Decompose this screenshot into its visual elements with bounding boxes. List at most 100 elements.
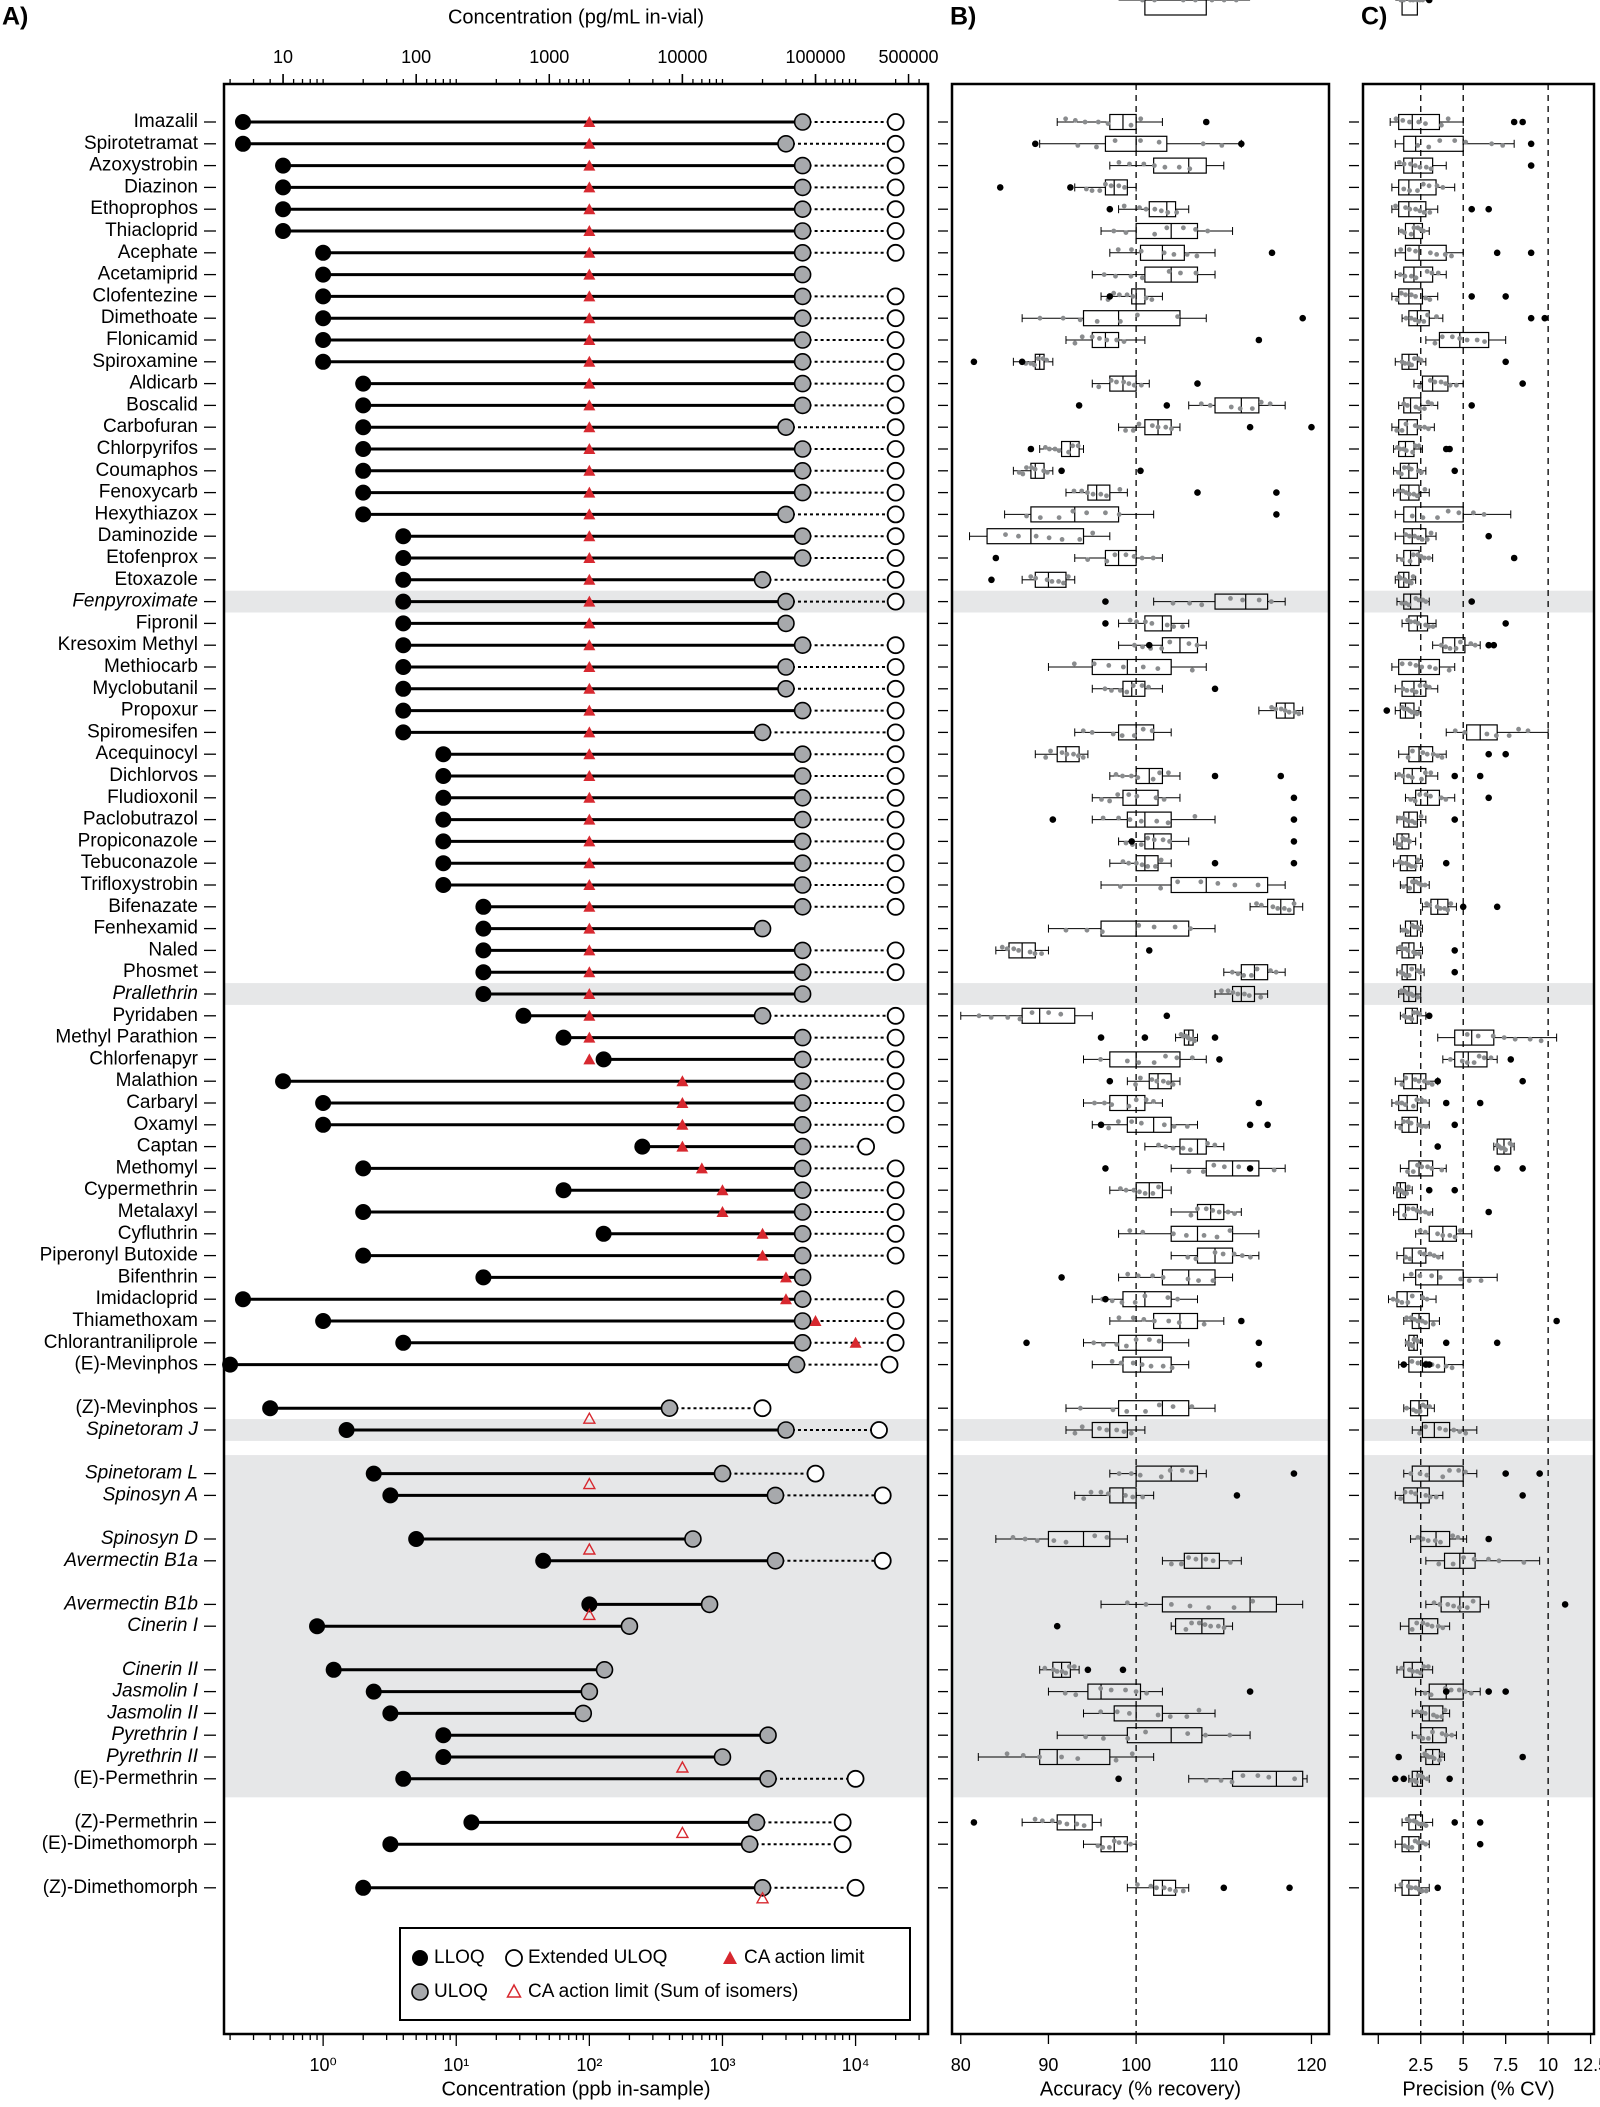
panel-b-sample-point [1042, 445, 1048, 450]
panel-b-sample-point [1135, 775, 1141, 780]
panel-b-sample-point [1184, 1124, 1190, 1129]
panel-c-sample-point [1399, 1665, 1405, 1671]
panel-c-sample-point [1401, 0, 1407, 3]
panel-b-sample-point [1126, 1103, 1132, 1109]
panel-c-sample-point [1421, 210, 1427, 215]
panel-b-sample-point [1158, 885, 1164, 891]
uloq-marker [793, 832, 812, 851]
panel-b-sample-point [1091, 1340, 1097, 1346]
extended-uloq-marker [886, 1246, 905, 1265]
uloq-marker [740, 1835, 759, 1853]
panel-c-sample-point [1433, 666, 1438, 671]
panel-c-sample-point [1417, 1409, 1423, 1414]
panel-b-outlier [1145, 641, 1153, 649]
panel-b-sample-point [1185, 1731, 1191, 1736]
panel-c-outlier [1468, 293, 1476, 300]
panel-b-sample-point [1196, 1278, 1201, 1283]
panel-c-sample-point [1426, 1211, 1432, 1216]
lloq-marker [355, 1204, 372, 1220]
lloq-marker [315, 332, 332, 348]
panel-c-sample-point [1408, 292, 1414, 298]
panel-b-box [1135, 1465, 1199, 1482]
ca-action-limit-marker [779, 1293, 792, 1305]
panel-c-sample-point [1406, 1342, 1412, 1347]
panel-b-sample-point [1114, 1342, 1120, 1347]
panel-b-tick-label: 120 [1296, 2055, 1326, 2075]
panel-c-sample-point [1409, 688, 1415, 693]
panel-b-outlier [970, 358, 978, 366]
shaded-group-band [952, 1455, 1329, 1798]
panel-b-sample-point [1170, 1404, 1176, 1409]
uloq-marker [766, 1486, 785, 1505]
panel-c-sample-point [1429, 1166, 1435, 1171]
panel-c-sample-point [1475, 1033, 1481, 1039]
panel-c-sample-point [1409, 1845, 1415, 1850]
panel-b-outlier [1255, 1361, 1263, 1368]
panel-c-box [1438, 331, 1490, 349]
panel-b-sample-point [1159, 646, 1165, 651]
panel-c-sample-point [1434, 252, 1440, 257]
panel-b-sample-point [1075, 143, 1081, 148]
lloq-marker [463, 1814, 480, 1831]
panel-b-sample-point [1206, 1605, 1212, 1610]
panel-c-sample-point [1420, 1620, 1426, 1626]
lloq-marker [435, 789, 452, 806]
lloq-marker [395, 659, 412, 675]
panel-b-sample-point [1203, 1778, 1209, 1783]
panel-c-outlier [1383, 707, 1391, 714]
panel-c-sample-point [1402, 273, 1408, 279]
panel-b-sample-point [1117, 1186, 1123, 1191]
panel-b-sample-point [1196, 1707, 1202, 1713]
panel-c-sample-point [1412, 423, 1418, 428]
panel-b-sample-point [1122, 185, 1127, 190]
panel-b-sample-point [1166, 269, 1172, 274]
extended-uloq-marker [886, 1050, 905, 1069]
panel-b-sample-point [1033, 533, 1039, 539]
panel-c-sample-point [1409, 362, 1414, 368]
panel-b-sample-point [1136, 421, 1142, 427]
ca-action-limit-marker [583, 290, 596, 302]
panel-b-sample-point [1115, 247, 1121, 253]
panel-c-sample-point [1423, 1320, 1428, 1325]
shaded-group-band [1363, 1455, 1594, 1798]
panel-b-sample-point [1123, 552, 1129, 558]
panel-c-sample-point [1432, 1538, 1438, 1543]
panel-b-sample-point [1098, 1057, 1103, 1062]
panel-b-sample-point [1171, 252, 1177, 257]
lloq-marker [395, 680, 412, 697]
panel-b-sample-point [1063, 1539, 1069, 1545]
panel-b-sample-point [1156, 1402, 1162, 1408]
uloq-marker [753, 723, 772, 742]
uloq-marker [793, 222, 812, 240]
lloq-marker [355, 397, 372, 414]
panel-c-sample-point [1424, 537, 1430, 542]
panel-c-sample-point [1470, 510, 1476, 516]
panel-c-outlier [1502, 620, 1509, 627]
analyte-label: Spinetoram J [86, 1419, 198, 1440]
panel-b-sample-point [1098, 491, 1104, 497]
panel-b-sample-point [1073, 1692, 1079, 1698]
panel-c-outlier [1451, 968, 1459, 976]
panel-c-sample-point [1443, 381, 1449, 386]
panel-c-sample-point [1463, 1469, 1468, 1475]
panel-b-sample-point [1071, 488, 1077, 494]
panel-b-sample-point [1178, 270, 1183, 276]
panel-a-top-tick-label: 10000 [657, 47, 707, 67]
ca-action-limit-marker [583, 813, 596, 825]
panel-c-sample-point [1442, 252, 1448, 257]
panel-c-sample-point [1411, 924, 1417, 930]
panel-c-sample-point [1423, 770, 1428, 776]
panel-b-sample-point [1119, 1300, 1125, 1305]
panel-c-sample-point [1414, 1208, 1420, 1213]
panel-c-sample-point [1457, 1429, 1463, 1434]
panel-b-sample-point [1143, 619, 1148, 625]
panel-c-outlier [1553, 1317, 1560, 1325]
panel-b-sample-point [1128, 1430, 1134, 1436]
panel-c-sample-point [1413, 1779, 1419, 1785]
lloq-marker [355, 506, 372, 523]
panel-c-sample-point [1413, 404, 1419, 410]
panel-b-sample-point [1171, 624, 1177, 629]
panel-b-box [1109, 1051, 1181, 1068]
panel-b-sample-point [1049, 579, 1055, 584]
panel-b-sample-point [1063, 1670, 1069, 1676]
